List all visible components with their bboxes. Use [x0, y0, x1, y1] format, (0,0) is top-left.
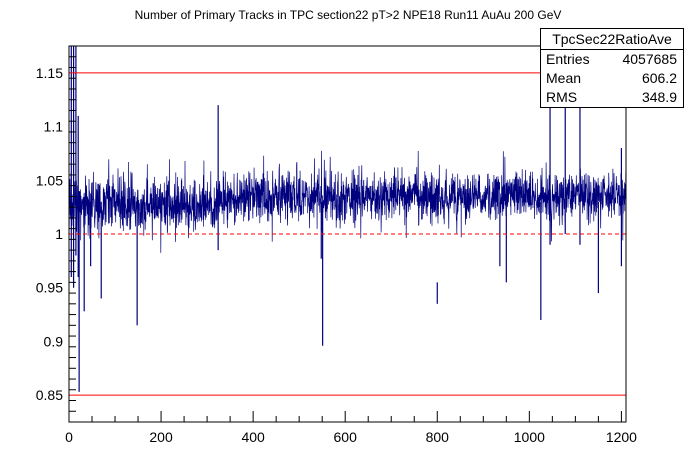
stats-rms-value: 348.9: [641, 89, 677, 105]
x-tick-label-5: 1000: [514, 429, 545, 445]
x-tick-label-4: 800: [426, 429, 450, 445]
stats-histogram-name: TpcSec22RatioAve: [541, 29, 683, 50]
chart-title: Number of Primary Tracks in TPC section2…: [134, 8, 562, 22]
stats-entries-label: Entries: [546, 51, 590, 67]
stats-row-entries: Entries 4057685: [541, 50, 683, 69]
stats-rms-label: RMS: [546, 89, 578, 105]
stats-row-mean: Mean 606.2: [541, 69, 683, 88]
y-tick-label-6: 1.15: [36, 65, 63, 81]
stats-entries-value: 4057685: [622, 51, 677, 67]
stats-mean-value: 606.2: [641, 70, 677, 86]
data-series: [68, 46, 627, 392]
stats-mean-label: Mean: [546, 70, 582, 86]
x-tick-label-6: 1200: [606, 429, 637, 445]
plot-frame: [68, 45, 627, 423]
stats-row-rms: RMS 348.9: [541, 88, 683, 107]
y-tick-label-1: 0.9: [44, 333, 64, 349]
y-tick-label-5: 1.1: [44, 119, 64, 135]
y-tick-label-0: 0.85: [36, 387, 63, 403]
y-tick-label-2: 0.95: [36, 280, 63, 296]
stats-box: TpcSec22RatioAve Entries 4057685 Mean 60…: [540, 28, 684, 108]
x-tick-label-3: 600: [334, 429, 358, 445]
series-trace: [68, 150, 627, 253]
x-tick-label-1: 200: [149, 429, 173, 445]
y-tick-label-3: 1: [55, 226, 63, 242]
y-tick-label-4: 1.05: [36, 172, 63, 188]
x-tick-label-2: 400: [241, 429, 265, 445]
x-tick-label-0: 0: [65, 429, 73, 445]
